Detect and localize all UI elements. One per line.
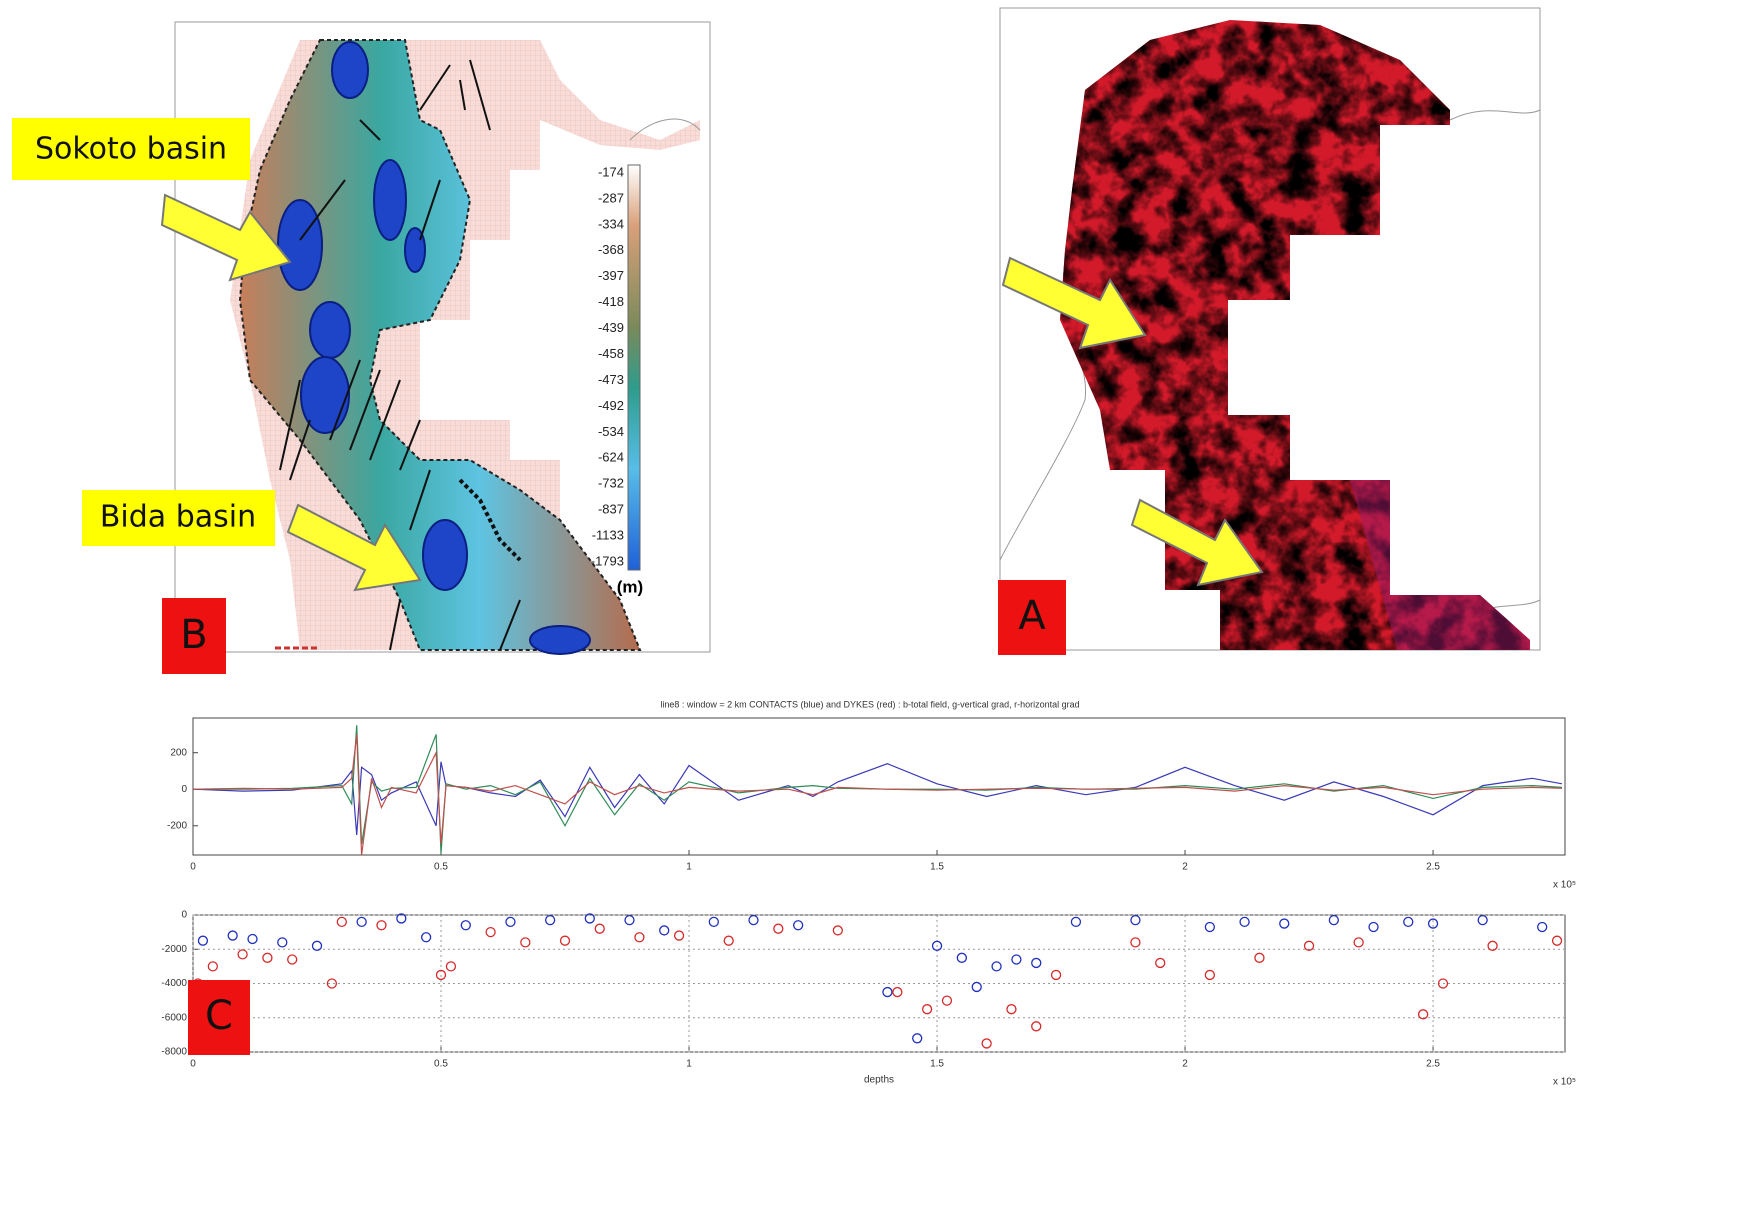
colorbar-label: -397	[598, 268, 624, 283]
colorbar-label: -732	[598, 476, 624, 491]
x-tick-label: 0	[190, 862, 196, 873]
chart-title: line8 : window = 2 km CONTACTS (blue) an…	[660, 699, 1079, 709]
plot-area	[193, 718, 1565, 855]
colorbar-label: -1793	[591, 553, 624, 568]
x-tick-label: 0.5	[434, 1059, 448, 1070]
colorbar-label: -418	[598, 294, 624, 309]
x-multiplier: x 10⁵	[1553, 880, 1576, 891]
y-tick-label: 0	[181, 784, 187, 795]
annotation: Bida basin	[100, 500, 256, 535]
annotation: Sokoto basin	[35, 132, 227, 167]
panel-label: B	[180, 612, 207, 658]
x-tick-label: 2.5	[1426, 862, 1440, 873]
y-tick-label: 200	[170, 747, 187, 758]
colorbar-label: -458	[598, 346, 624, 361]
colorbar-unit: (m)	[617, 577, 643, 596]
colorbar-label: -837	[598, 502, 624, 517]
y-tick-label: -6000	[161, 1012, 187, 1023]
x-tick-label: 0.5	[434, 862, 448, 873]
x-tick-label: 0	[190, 1059, 196, 1070]
x-tick-label: 2	[1182, 1059, 1188, 1070]
figure: -174 -287 -334 -368 -397 -418 -439 -458 -473 -492…	[0, 0, 1760, 1225]
x-tick-label: 1	[686, 1059, 692, 1070]
y-tick-label: -8000	[161, 1047, 187, 1058]
colorbar-label: -624	[598, 450, 624, 465]
panel-b-map: -174 -287 -334 -368 -397 -418 -439 -458 -473 -492…	[175, 22, 710, 654]
x-tick-label: 2	[1182, 862, 1188, 873]
y-tick-label: 0	[181, 910, 187, 921]
panel-label: A	[1018, 593, 1046, 639]
x-tick-label: 1	[686, 862, 692, 873]
x-tick-label: 1.5	[930, 862, 944, 873]
y-tick-label: -4000	[161, 978, 187, 989]
colorbar	[628, 165, 640, 570]
y-tick-label: -2000	[161, 944, 187, 955]
colorbar-label: -492	[598, 398, 624, 413]
colorbar-label: -473	[598, 372, 624, 387]
colorbar-label: -174	[598, 164, 624, 179]
x-multiplier: x 10⁵	[1553, 1077, 1576, 1088]
panel-label: C	[205, 993, 233, 1039]
panel-a-map: A	[998, 8, 1540, 660]
x-axis-label: depths	[864, 1075, 894, 1086]
x-tick-label: 1.5	[930, 1059, 944, 1070]
colorbar-label: -439	[598, 320, 624, 335]
colorbar-label: -287	[598, 190, 624, 205]
y-tick-label: -200	[167, 820, 187, 831]
colorbar-label: -334	[598, 216, 624, 231]
colorbar-label: -368	[598, 242, 624, 257]
x-tick-label: 2.5	[1426, 1059, 1440, 1070]
colorbar-label: -534	[598, 424, 624, 439]
colorbar-label: -1133	[592, 528, 624, 543]
